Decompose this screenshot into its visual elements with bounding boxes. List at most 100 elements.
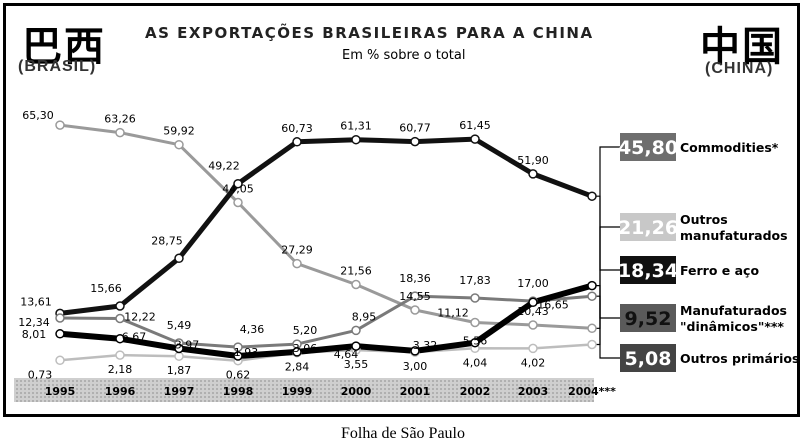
x-tick-label: 1998 bbox=[223, 385, 254, 398]
data-label: 59,92 bbox=[163, 125, 195, 138]
x-tick-label: 2004*** bbox=[568, 385, 616, 398]
data-point bbox=[174, 139, 184, 150]
legend-value: 21,26 bbox=[618, 217, 678, 239]
data-label: 5,49 bbox=[167, 319, 192, 332]
legend-badge bbox=[620, 133, 676, 161]
data-point bbox=[587, 291, 597, 301]
data-point bbox=[528, 169, 538, 179]
data-point bbox=[410, 136, 420, 147]
data-label: 63,26 bbox=[104, 113, 136, 126]
legend-badge bbox=[620, 304, 676, 332]
data-label: 15,66 bbox=[90, 282, 122, 295]
data-label: 4,04 bbox=[463, 356, 488, 369]
data-label: 4,64 bbox=[334, 348, 359, 361]
data-point bbox=[587, 339, 597, 350]
series-line-0 bbox=[58, 123, 594, 330]
data-point bbox=[587, 280, 597, 291]
data-point bbox=[174, 343, 184, 354]
legend-series-name: Ferro e aço bbox=[680, 263, 759, 278]
data-label: 2,84 bbox=[285, 361, 310, 374]
data-point bbox=[351, 325, 361, 336]
legend-value: 5,08 bbox=[625, 348, 672, 370]
data-point bbox=[233, 342, 243, 352]
legend-badge bbox=[620, 256, 676, 284]
data-point bbox=[115, 127, 125, 138]
data-point bbox=[470, 134, 480, 144]
x-axis-band bbox=[14, 378, 594, 402]
data-label: 3,97 bbox=[175, 339, 200, 352]
china-cjk-title: 中国 bbox=[700, 23, 784, 70]
legend-value: 18,34 bbox=[618, 260, 678, 282]
data-label: 5,20 bbox=[293, 324, 318, 337]
data-label: 1,87 bbox=[167, 364, 192, 377]
data-label: 17,83 bbox=[459, 274, 491, 287]
brazil-cjk-title: 巴西 bbox=[22, 23, 106, 70]
series-line-3 bbox=[58, 294, 594, 349]
data-label: 13,61 bbox=[20, 295, 52, 308]
data-point bbox=[115, 313, 125, 324]
data-label: 5,56 bbox=[463, 335, 488, 348]
legend-leader-line bbox=[596, 195, 620, 271]
data-point bbox=[470, 337, 480, 348]
data-point bbox=[528, 320, 538, 330]
legend-value: 45,80 bbox=[618, 137, 678, 159]
series-line-2 bbox=[57, 136, 595, 316]
legend-value: 9,52 bbox=[625, 308, 672, 330]
data-point bbox=[292, 347, 302, 357]
data-point bbox=[292, 137, 302, 147]
data-label: 3,32 bbox=[413, 339, 438, 352]
data-label: 21,56 bbox=[340, 264, 372, 277]
data-label: 18,36 bbox=[399, 272, 431, 285]
legend-series-name: Manufaturados bbox=[680, 303, 787, 318]
data-label: 1,93 bbox=[234, 346, 259, 359]
data-point bbox=[55, 355, 65, 366]
data-label: 12,34 bbox=[18, 316, 50, 329]
x-tick-label: 1996 bbox=[105, 385, 136, 398]
data-label: 8,01 bbox=[22, 328, 47, 341]
data-point bbox=[410, 305, 420, 315]
data-point bbox=[351, 279, 361, 290]
data-label: 61,31 bbox=[340, 120, 372, 133]
data-label: 0,73 bbox=[28, 368, 53, 381]
data-point bbox=[115, 350, 125, 360]
data-label: 2,18 bbox=[108, 363, 133, 376]
data-point bbox=[233, 197, 243, 208]
legend-series-name: manufaturados bbox=[680, 228, 788, 243]
data-point bbox=[351, 134, 361, 145]
data-point bbox=[528, 297, 538, 308]
data-point bbox=[55, 313, 65, 323]
data-label: 28,75 bbox=[151, 234, 183, 247]
data-label: 4,02 bbox=[521, 356, 546, 369]
x-tick-label: 2000 bbox=[341, 385, 372, 398]
series-line-4 bbox=[57, 282, 595, 359]
chart-title: AS EXPORTAÇÕES BRASILEIRAS PARA A CHINA bbox=[145, 24, 594, 42]
legend-series-name: "dinâmicos"*** bbox=[680, 319, 784, 334]
data-label: 10,43 bbox=[517, 305, 549, 318]
data-point bbox=[410, 291, 420, 301]
data-point bbox=[470, 293, 480, 303]
data-label: 0,62 bbox=[226, 369, 251, 382]
data-label: 16,65 bbox=[537, 298, 569, 311]
data-label: 6,67 bbox=[122, 331, 147, 344]
legend-leader-line bbox=[596, 285, 620, 359]
data-point bbox=[410, 346, 420, 356]
data-label: 14,55 bbox=[399, 290, 431, 303]
data-label: 44,05 bbox=[222, 183, 254, 196]
x-tick-label: 1995 bbox=[45, 385, 76, 398]
data-label: 8,95 bbox=[352, 310, 377, 323]
china-label: (CHINA) bbox=[705, 60, 774, 77]
data-label: 3,06 bbox=[293, 342, 318, 355]
data-point bbox=[587, 191, 597, 201]
data-label: 3,00 bbox=[403, 360, 428, 373]
data-label: 27,29 bbox=[281, 244, 313, 257]
data-point bbox=[470, 317, 480, 328]
data-point bbox=[115, 333, 125, 344]
legend-series-name: Outros primários bbox=[680, 351, 799, 366]
data-label: 65,30 bbox=[22, 109, 54, 122]
data-point bbox=[233, 178, 243, 189]
brazil-label: (BRASIL) bbox=[18, 58, 97, 75]
data-point bbox=[174, 351, 184, 361]
data-point bbox=[55, 120, 65, 130]
data-point bbox=[115, 301, 125, 311]
x-tick-label: 2003 bbox=[518, 385, 549, 398]
